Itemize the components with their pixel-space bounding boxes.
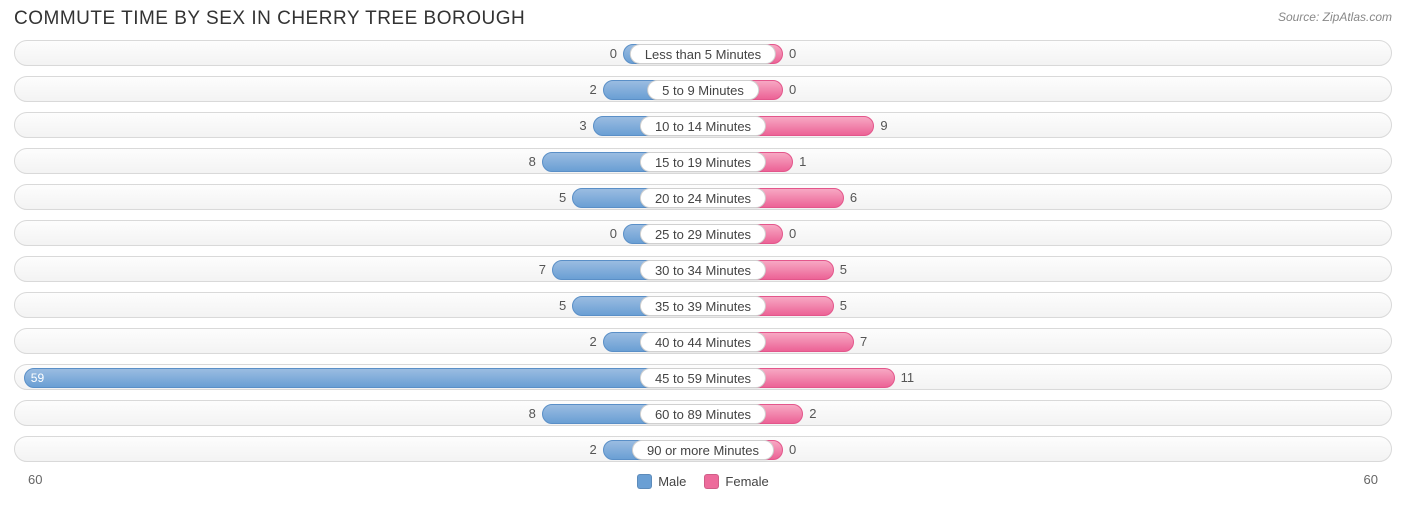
- female-value: 5: [840, 293, 847, 319]
- row-category-label: 40 to 44 Minutes: [640, 332, 766, 352]
- row-category-label: 25 to 29 Minutes: [640, 224, 766, 244]
- chart-footer: 60 Male Female 60: [0, 470, 1406, 492]
- female-value: 0: [789, 221, 796, 247]
- female-value: 7: [860, 329, 867, 355]
- female-value: 5: [840, 257, 847, 283]
- female-value: 9: [880, 113, 887, 139]
- row-category-label: Less than 5 Minutes: [630, 44, 776, 64]
- chart-title: COMMUTE TIME BY SEX IN CHERRY TREE BOROU…: [14, 8, 525, 30]
- female-swatch-icon: [704, 474, 719, 489]
- chart-row: Less than 5 Minutes 0 0: [14, 40, 1392, 66]
- chart-row: 40 to 44 Minutes 2 7: [14, 328, 1392, 354]
- chart-row: 30 to 34 Minutes 7 5: [14, 256, 1392, 282]
- male-value: 8: [529, 149, 536, 175]
- female-value: 6: [850, 185, 857, 211]
- legend-item-male: Male: [637, 474, 686, 489]
- chart-row: 15 to 19 Minutes 8 1: [14, 148, 1392, 174]
- male-value: 8: [529, 401, 536, 427]
- row-category-label: 35 to 39 Minutes: [640, 296, 766, 316]
- female-value: 0: [789, 77, 796, 103]
- female-value: 1: [799, 149, 806, 175]
- male-value: 59: [23, 365, 52, 391]
- row-category-label: 60 to 89 Minutes: [640, 404, 766, 424]
- row-category-label: 10 to 14 Minutes: [640, 116, 766, 136]
- chart-row: 5 to 9 Minutes 2 0: [14, 76, 1392, 102]
- chart-row: 90 or more Minutes 2 0: [14, 436, 1392, 462]
- male-value: 2: [589, 77, 596, 103]
- male-bar: [24, 368, 703, 388]
- chart-area: Less than 5 Minutes005 to 9 Minutes2010 …: [0, 34, 1406, 462]
- axis-max-right: 60: [1364, 472, 1378, 487]
- row-category-label: 15 to 19 Minutes: [640, 152, 766, 172]
- female-value: 2: [809, 401, 816, 427]
- chart-row: 45 to 59 Minutes 59 11: [14, 364, 1392, 390]
- chart-row: 60 to 89 Minutes 8 2: [14, 400, 1392, 426]
- male-value: 5: [559, 185, 566, 211]
- male-value: 2: [589, 329, 596, 355]
- legend: Male Female: [637, 474, 769, 489]
- legend-female-label: Female: [725, 474, 768, 489]
- male-value: 7: [539, 257, 546, 283]
- row-category-label: 90 or more Minutes: [632, 440, 774, 460]
- male-value: 2: [589, 437, 596, 463]
- chart-row: 25 to 29 Minutes 0 0: [14, 220, 1392, 246]
- row-category-label: 30 to 34 Minutes: [640, 260, 766, 280]
- chart-header: COMMUTE TIME BY SEX IN CHERRY TREE BOROU…: [0, 0, 1406, 34]
- axis-max-left: 60: [28, 472, 42, 487]
- male-swatch-icon: [637, 474, 652, 489]
- chart-row: 35 to 39 Minutes 5 5: [14, 292, 1392, 318]
- row-category-label: 45 to 59 Minutes: [640, 368, 766, 388]
- row-category-label: 5 to 9 Minutes: [647, 80, 759, 100]
- male-value: 0: [610, 221, 617, 247]
- chart-row: 10 to 14 Minutes 3 9: [14, 112, 1392, 138]
- male-value: 0: [610, 41, 617, 67]
- female-value: 0: [789, 437, 796, 463]
- row-category-label: 20 to 24 Minutes: [640, 188, 766, 208]
- female-value: 11: [901, 365, 915, 391]
- male-value: 3: [579, 113, 586, 139]
- male-value: 5: [559, 293, 566, 319]
- female-value: 0: [789, 41, 796, 67]
- chart-source: Source: ZipAtlas.com: [1278, 8, 1392, 24]
- chart-row: 20 to 24 Minutes 5 6: [14, 184, 1392, 210]
- legend-item-female: Female: [704, 474, 768, 489]
- legend-male-label: Male: [658, 474, 686, 489]
